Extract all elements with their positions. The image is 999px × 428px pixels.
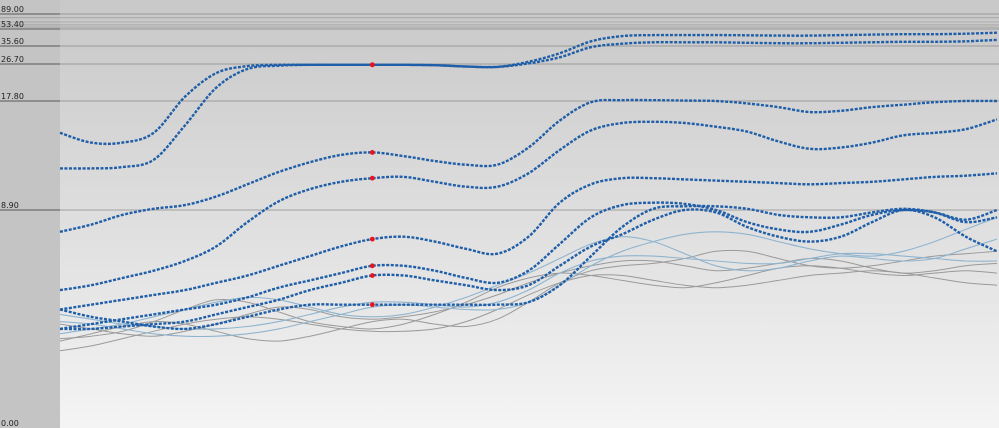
highlight-marker <box>369 62 375 68</box>
highlight-marker <box>369 263 375 269</box>
highlight-series-line <box>59 208 998 331</box>
highlight-marker <box>369 175 375 181</box>
data-markers <box>369 62 375 308</box>
highlight-series-line <box>59 118 998 292</box>
highlight-marker <box>369 273 375 278</box>
y-tick-label: 89.00 <box>1 5 24 14</box>
highlight-series-line <box>59 98 998 233</box>
y-tick-label: 0.00 <box>1 419 19 428</box>
y-axis-band <box>0 0 60 428</box>
grey-series-line <box>59 270 998 352</box>
light-blue-series-line <box>59 252 998 330</box>
highlight-series-line <box>59 38 998 170</box>
light-blue-series-line <box>59 236 998 335</box>
y-tick-label: 53.40 <box>1 20 24 29</box>
y-tick-label: 26.70 <box>1 55 24 64</box>
highlight-marker <box>369 236 375 242</box>
y-tick-label: 17.80 <box>1 92 24 101</box>
highlight-series-line <box>59 204 998 331</box>
highlight-series-line <box>59 172 998 311</box>
y-tick-labels: 89.00 53.40 35.60 26.70 17.80 8.90 0.00 <box>1 5 24 428</box>
y-tick-label: 8.90 <box>1 201 19 210</box>
highlight-series-line <box>59 201 998 331</box>
series-lines <box>59 31 998 352</box>
y-tick-label: 35.60 <box>1 37 24 46</box>
highlight-marker <box>369 302 375 308</box>
highlight-marker <box>369 150 375 155</box>
